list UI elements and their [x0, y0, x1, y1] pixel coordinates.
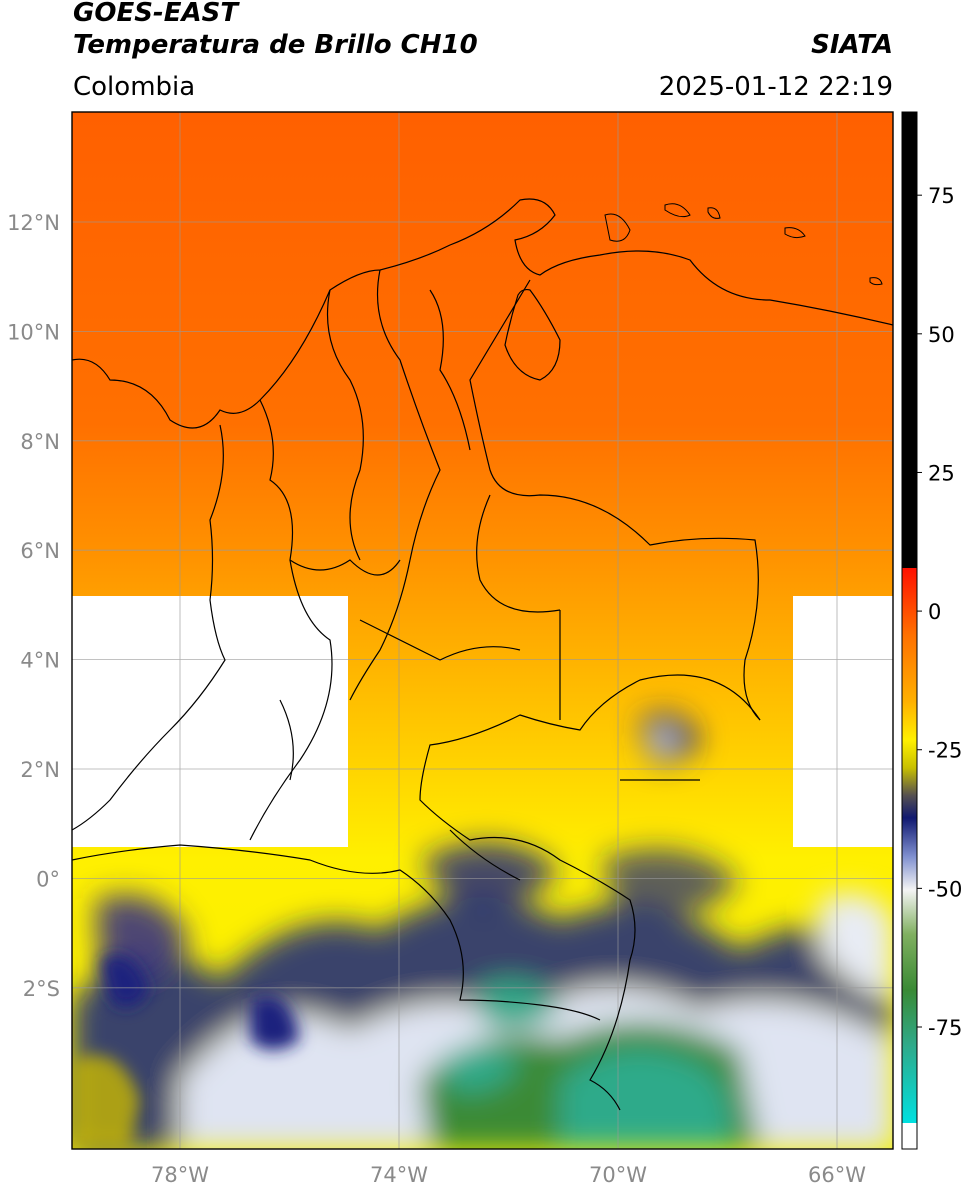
colorbar-nodata-segment	[902, 1123, 917, 1149]
latitude-tick-label: 8°N	[20, 430, 60, 454]
latitude-tick-label: 2°N	[20, 758, 60, 782]
longitude-labels: 78°W 74°W 70°W 66°W	[151, 1163, 866, 1187]
colorbar-tick-label: -75	[928, 1016, 962, 1040]
title-line1: GOES-EAST	[73, 0, 239, 28]
map-frame	[71, 111, 894, 1150]
latitude-tick-label: 10°N	[7, 320, 60, 344]
colorbar-tick-label: 75	[928, 184, 955, 208]
colorbar-tick-label: -50	[928, 877, 962, 901]
colorbar-ticks: 75 50 25 0 -25 -50 -75	[917, 184, 962, 1040]
colorbar-tick-label: 0	[928, 600, 941, 624]
latitude-tick-label: 2°S	[23, 977, 60, 1001]
datetime-label: 2025-01-12 22:19	[658, 72, 893, 102]
colorbar-warm-segment	[902, 112, 917, 568]
longitude-tick-label: 74°W	[370, 1163, 428, 1187]
colorbar-tick-label: 25	[928, 461, 955, 485]
colorbar-tick-label: 50	[928, 323, 955, 347]
source-label: SIATA	[811, 30, 893, 60]
latitude-tick-label: 6°N	[20, 539, 60, 563]
colorbar: 75 50 25 0 -25 -50 -75	[901, 111, 962, 1150]
longitude-tick-label: 66°W	[808, 1163, 866, 1187]
latitude-tick-label: 4°N	[20, 649, 60, 673]
brightness-temperature-field	[72, 112, 893, 1149]
nodata-block-west	[72, 596, 348, 847]
title-line2: Temperatura de Brillo CH10	[73, 30, 478, 60]
borders	[72, 198, 893, 1111]
region-label: Colombia	[73, 72, 196, 102]
colorbar-tick-label: -25	[928, 739, 962, 763]
longitude-tick-label: 70°W	[589, 1163, 647, 1187]
islands	[604, 203, 883, 286]
latitude-tick-label: 12°N	[7, 211, 60, 235]
longitude-tick-label: 78°W	[151, 1163, 209, 1187]
colorbar-frame	[901, 111, 918, 1150]
colorbar-gradient	[902, 568, 917, 1123]
latitude-tick-label: 0°	[36, 867, 60, 891]
latitude-labels: 12°N 10°N 8°N 6°N 4°N 2°N 0° 2°S	[7, 211, 60, 1001]
nodata-block-east	[793, 596, 893, 847]
